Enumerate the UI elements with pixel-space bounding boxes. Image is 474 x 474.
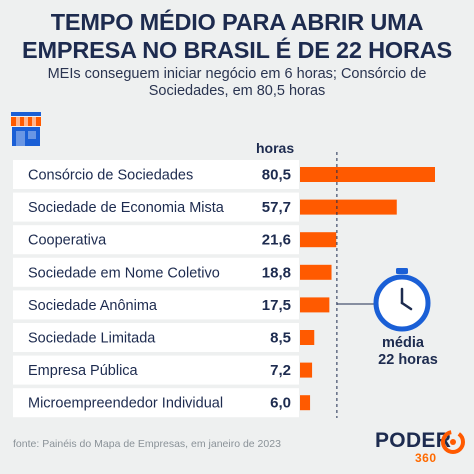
value-label: 7,2 <box>270 362 291 379</box>
bar <box>300 330 315 345</box>
brand-name: PODER <box>375 429 452 452</box>
clock-icon <box>373 268 431 332</box>
category-row-bg <box>13 192 299 222</box>
category-label: Microempreendedor Individual <box>28 396 223 412</box>
bar <box>300 297 330 313</box>
value-label: 80,5 <box>262 167 291 184</box>
category-label: Sociedade Limitada <box>28 331 156 347</box>
value-label: 57,7 <box>262 199 291 216</box>
value-label: 18,8 <box>262 264 291 281</box>
category-label: Cooperativa <box>28 233 107 249</box>
chart-title: TEMPO MÉDIO PARA ABRIR UMA EMPRESA NO BR… <box>0 8 474 64</box>
title-line-2: EMPRESA NO BRASIL É DE 22 HORAS <box>22 37 452 63</box>
category-label: Sociedade em Nome Coletivo <box>28 265 220 281</box>
bar <box>300 264 332 280</box>
category-row-bg <box>13 388 299 418</box>
brand-logo-icon <box>441 430 465 454</box>
average-label-line-2: 22 horas <box>378 352 438 368</box>
value-label: 8,5 <box>270 330 291 347</box>
value-label: 21,6 <box>262 232 291 249</box>
bar <box>300 167 435 182</box>
value-label: 17,5 <box>262 297 291 314</box>
category-label: Empresa Pública <box>28 363 139 379</box>
category-row-bg <box>13 225 299 255</box>
brand-number: 360 <box>415 451 437 465</box>
storefront-icon <box>11 112 41 146</box>
subtitle-line-2: Sociedades, em 80,5 horas <box>148 83 326 99</box>
bar <box>300 395 311 411</box>
average-label-line-1: média <box>382 335 425 351</box>
category-label: Sociedade de Economia Mista <box>28 200 225 216</box>
category-row-bg <box>13 160 299 189</box>
subtitle-line-1: MEIs conseguem iniciar negócio em 6 hora… <box>47 66 427 82</box>
bar <box>300 232 337 248</box>
category-row-bg <box>13 323 299 352</box>
title-line-1: TEMPO MÉDIO PARA ABRIR UMA <box>50 9 424 35</box>
source-note: fonte: Painéis do Mapa de Empresas, em j… <box>13 438 281 450</box>
category-label: Sociedade Anônima <box>28 298 158 314</box>
value-label: 6,0 <box>270 395 291 412</box>
category-row-bg <box>13 355 299 385</box>
chart-subtitle: MEIs conseguem iniciar negócio em 6 hora… <box>0 66 474 100</box>
bar <box>300 199 397 215</box>
bar <box>300 362 313 378</box>
category-row-bg <box>13 290 299 320</box>
unit-label: horas <box>256 140 295 156</box>
category-label: Consórcio de Sociedades <box>28 168 193 184</box>
category-row-bg <box>13 257 299 287</box>
